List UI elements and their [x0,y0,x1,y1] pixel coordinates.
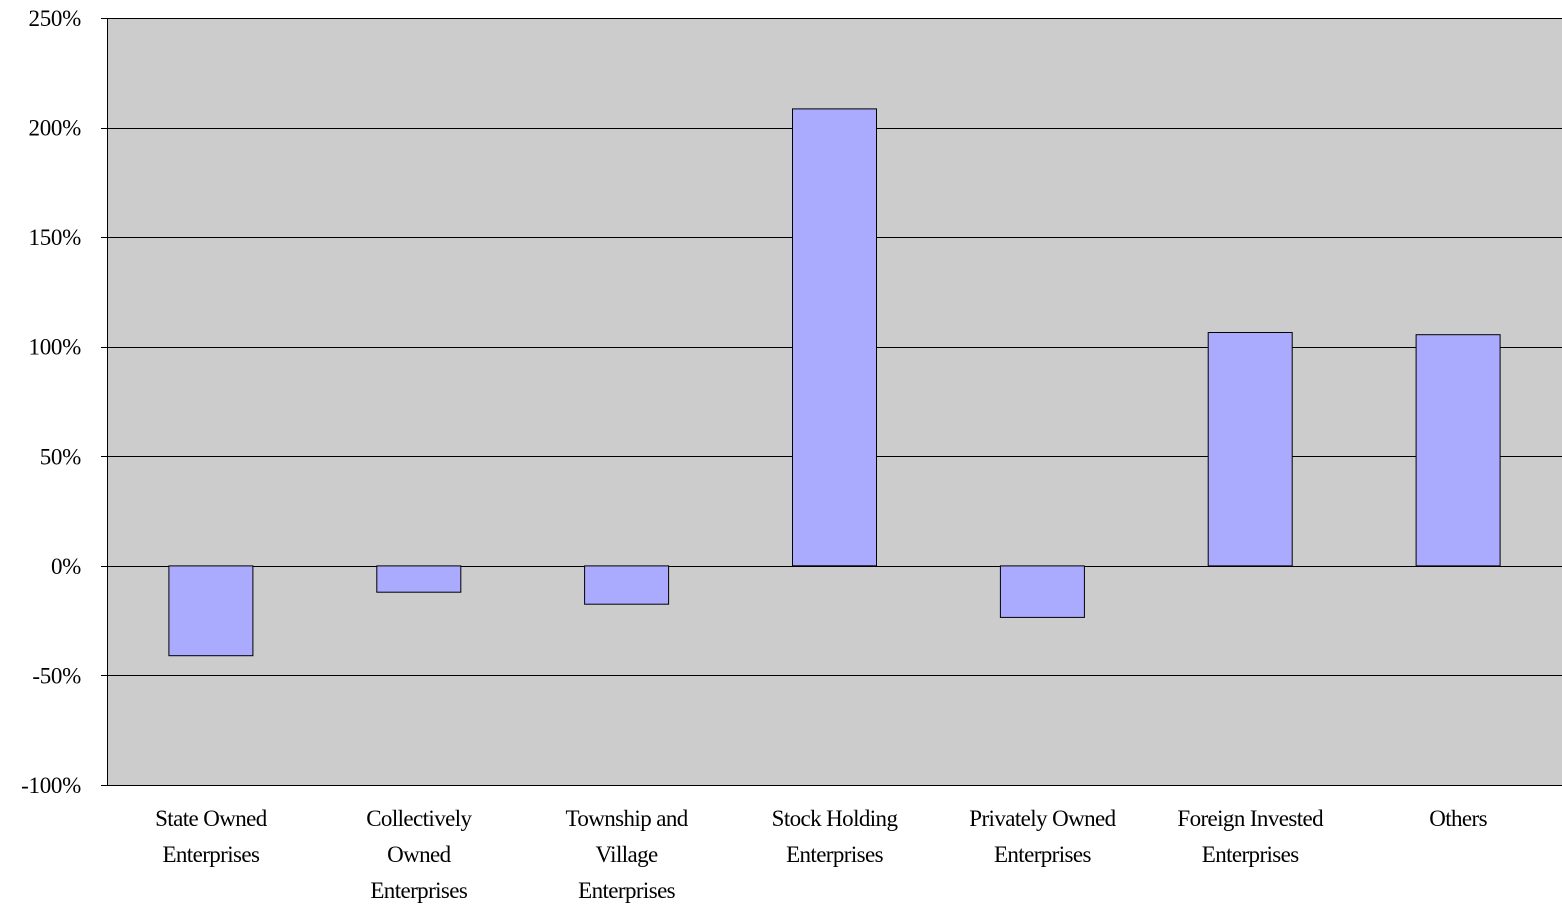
x-category-label-line: State Owned [155,806,268,831]
y-tick-label: 200% [29,116,82,141]
x-category-label: State Owned Enterprises [155,806,268,867]
x-category-label-line: Others [1429,806,1487,831]
x-category-label: Stock Holding Enterprises [772,806,899,867]
bar [168,565,254,657]
x-category-label: Collectively Owned Enterprises [366,806,472,903]
y-tick-label: 150% [29,225,82,250]
x-category-label-line: Owned [387,842,452,867]
x-category-label-line: Stock Holding [772,806,899,831]
x-category-label: Privately Owned Enterprises [969,806,1116,867]
y-tick-labels: -100% -50% 0% 50% 100% 150% 200% 250% [21,6,81,798]
bar [584,565,670,605]
y-tick-label: -100% [21,773,81,798]
x-category-label-line: Enterprises [994,842,1092,867]
y-tick-label: 250% [29,6,82,31]
x-category-label-line: Township and [566,806,689,831]
bar [999,565,1085,618]
x-category-label-line: Collectively [366,806,472,831]
x-category-label-line: Village [596,842,659,867]
x-category-label-line: Enterprises [370,878,468,903]
x-category-label: Township and Village Enterprises [566,806,689,903]
y-tick-label: 100% [29,335,82,360]
x-category-labels: State Owned Enterprises Collectively Owned E… [155,806,1488,903]
x-category-label-line: Enterprises [578,878,676,903]
y-tick-label: -50% [32,663,81,688]
y-tick-label: 0% [51,554,81,579]
x-category-label-line: Privately Owned [969,806,1116,831]
x-category-label: Foreign Invested Enterprises [1177,806,1324,867]
bar [1415,334,1501,567]
y-tick-label: 50% [40,444,81,469]
bar [792,108,877,567]
axes [101,18,1562,786]
x-category-label-line: Enterprises [1202,842,1300,867]
bars [168,108,1501,657]
bar [1207,332,1293,567]
x-category-label-line: Enterprises [162,842,260,867]
x-category-label-line: Foreign Invested [1177,806,1324,831]
x-category-label-line: Enterprises [786,842,884,867]
x-category-label: Others [1429,806,1487,831]
bar [376,565,462,593]
